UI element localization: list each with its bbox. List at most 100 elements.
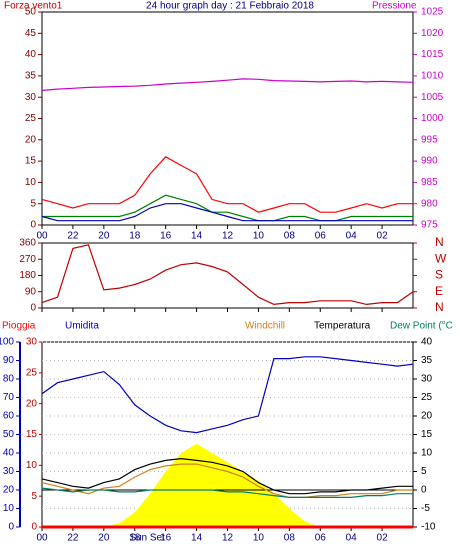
y-tick-label: 35 bbox=[25, 71, 37, 82]
y-tick-label: 20 bbox=[25, 134, 37, 145]
x-tick-label: 20 bbox=[98, 533, 110, 544]
x-tick-label: 22 bbox=[67, 533, 79, 544]
y2-tick-label: 1020 bbox=[421, 28, 444, 39]
y-tick-label: 0 bbox=[30, 220, 36, 231]
x-tick-label: 06 bbox=[315, 231, 327, 242]
annotation: Sun Set bbox=[129, 533, 165, 544]
y3-tick-label: 30 bbox=[26, 337, 38, 348]
y2-tick-label: 1025 bbox=[421, 7, 444, 18]
series-line bbox=[41, 457, 413, 495]
y-tick-label: 0 bbox=[30, 303, 36, 314]
y2-tick-label: S bbox=[435, 268, 443, 282]
x-tick-label: 22 bbox=[67, 231, 79, 242]
y-tick-label: 270 bbox=[19, 254, 36, 265]
y2-tick-label: 20 bbox=[421, 411, 433, 422]
y2-tick-label: E bbox=[435, 284, 443, 298]
y-tick-label: 40 bbox=[25, 49, 37, 60]
y-tick-label: 50 bbox=[25, 7, 37, 18]
y-tick-label: 70 bbox=[3, 392, 15, 403]
x-tick-label: 16 bbox=[160, 231, 172, 242]
y2-tick-label: 1015 bbox=[421, 49, 444, 60]
y2-tick-label: N bbox=[435, 300, 444, 314]
y2-tick-label: 1010 bbox=[421, 71, 444, 82]
y2-tick-label: 35 bbox=[421, 355, 433, 366]
y-tick-label: 15 bbox=[25, 156, 37, 167]
y-tick-label: 40 bbox=[3, 448, 15, 459]
y2-tick-label: 40 bbox=[421, 337, 433, 348]
series-line bbox=[41, 463, 413, 498]
legend-entry: Dew Point (°C bbox=[390, 321, 453, 332]
y2-tick-label: 995 bbox=[421, 134, 438, 145]
y-tick-label: 45 bbox=[25, 28, 37, 39]
y2-tick-label: 10 bbox=[421, 448, 433, 459]
y3-tick-label: 20 bbox=[26, 398, 38, 409]
x-tick-label: 04 bbox=[346, 231, 358, 242]
y-tick-label: 10 bbox=[3, 503, 15, 514]
y3-tick-label: 15 bbox=[26, 429, 38, 440]
y2-tick-label: 980 bbox=[421, 198, 438, 209]
legend-entry: Temperatura bbox=[314, 321, 371, 332]
series-line bbox=[41, 244, 414, 306]
x-tick-label: 20 bbox=[98, 231, 110, 242]
plot-frame bbox=[41, 11, 414, 226]
legend-entry: Windchill bbox=[245, 321, 285, 332]
y-tick-label: 90 bbox=[3, 355, 15, 366]
y-tick-label: 20 bbox=[3, 485, 15, 496]
y-tick-label: 30 bbox=[25, 92, 37, 103]
y2-tick-label: 25 bbox=[421, 392, 433, 403]
y3-tick-label: 10 bbox=[26, 460, 38, 471]
y2-tick-label: 1000 bbox=[421, 113, 444, 124]
y2-tick-label: -10 bbox=[421, 522, 436, 533]
y-tick-label: 0 bbox=[8, 522, 14, 533]
y-tick-label: 60 bbox=[3, 411, 15, 422]
y2-label: Pressione bbox=[372, 1, 417, 12]
y2-tick-label: 0 bbox=[421, 485, 427, 496]
y3-tick-label: 5 bbox=[31, 491, 37, 502]
y-tick-label: 180 bbox=[19, 270, 36, 281]
y3-tick-label: 0 bbox=[31, 522, 37, 533]
y-label: Forza vento1 bbox=[4, 1, 63, 12]
y2-tick-label: 990 bbox=[421, 156, 438, 167]
series-line bbox=[41, 203, 413, 222]
series-line bbox=[41, 78, 414, 91]
x-tick-label: 10 bbox=[253, 533, 265, 544]
x-tick-label: 16 bbox=[160, 533, 172, 544]
x-tick-label: 08 bbox=[284, 231, 296, 242]
x-tick-label: 18 bbox=[129, 231, 141, 242]
y-tick-label: 90 bbox=[25, 286, 37, 297]
series-line bbox=[41, 156, 413, 213]
chart-title: 24 hour graph day : 21 Febbraio 2018 bbox=[146, 1, 314, 12]
y2-tick-label: 30 bbox=[421, 374, 433, 385]
y2-tick-label: 5 bbox=[421, 466, 427, 477]
y-tick-label: 80 bbox=[3, 374, 15, 385]
x-tick-label: 14 bbox=[191, 533, 203, 544]
y-tick-label: 50 bbox=[3, 429, 15, 440]
y-tick-label: 30 bbox=[3, 466, 15, 477]
y2-tick-label: -5 bbox=[421, 503, 430, 514]
x-tick-label: 00 bbox=[36, 533, 48, 544]
y-tick-label: 100 bbox=[0, 337, 14, 348]
x-tick-label: 18 bbox=[129, 533, 141, 544]
y2-tick-label: W bbox=[435, 251, 447, 265]
legend-entry: Pioggia bbox=[2, 321, 36, 332]
series-line bbox=[42, 194, 413, 222]
x-tick-label: 12 bbox=[222, 231, 234, 242]
y-tick-label: 5 bbox=[30, 198, 36, 209]
x-tick-label: 08 bbox=[284, 533, 296, 544]
x-tick-label: 06 bbox=[315, 533, 327, 544]
x-tick-label: 02 bbox=[377, 231, 389, 242]
x-tick-label: 14 bbox=[191, 231, 203, 242]
y-tick-label: 25 bbox=[25, 113, 37, 124]
legend-entry: Umidita bbox=[65, 321, 99, 332]
y2-tick-label: 1005 bbox=[421, 92, 444, 103]
y2-tick-label: N bbox=[435, 235, 444, 249]
solar-area bbox=[42, 443, 413, 527]
y2-tick-label: 15 bbox=[421, 429, 433, 440]
y2-tick-label: 975 bbox=[421, 220, 438, 231]
x-tick-label: 10 bbox=[253, 231, 265, 242]
x-tick-label: 00 bbox=[36, 231, 48, 242]
series-line bbox=[41, 356, 414, 434]
series-line bbox=[41, 487, 413, 498]
x-tick-label: 02 bbox=[377, 533, 389, 544]
